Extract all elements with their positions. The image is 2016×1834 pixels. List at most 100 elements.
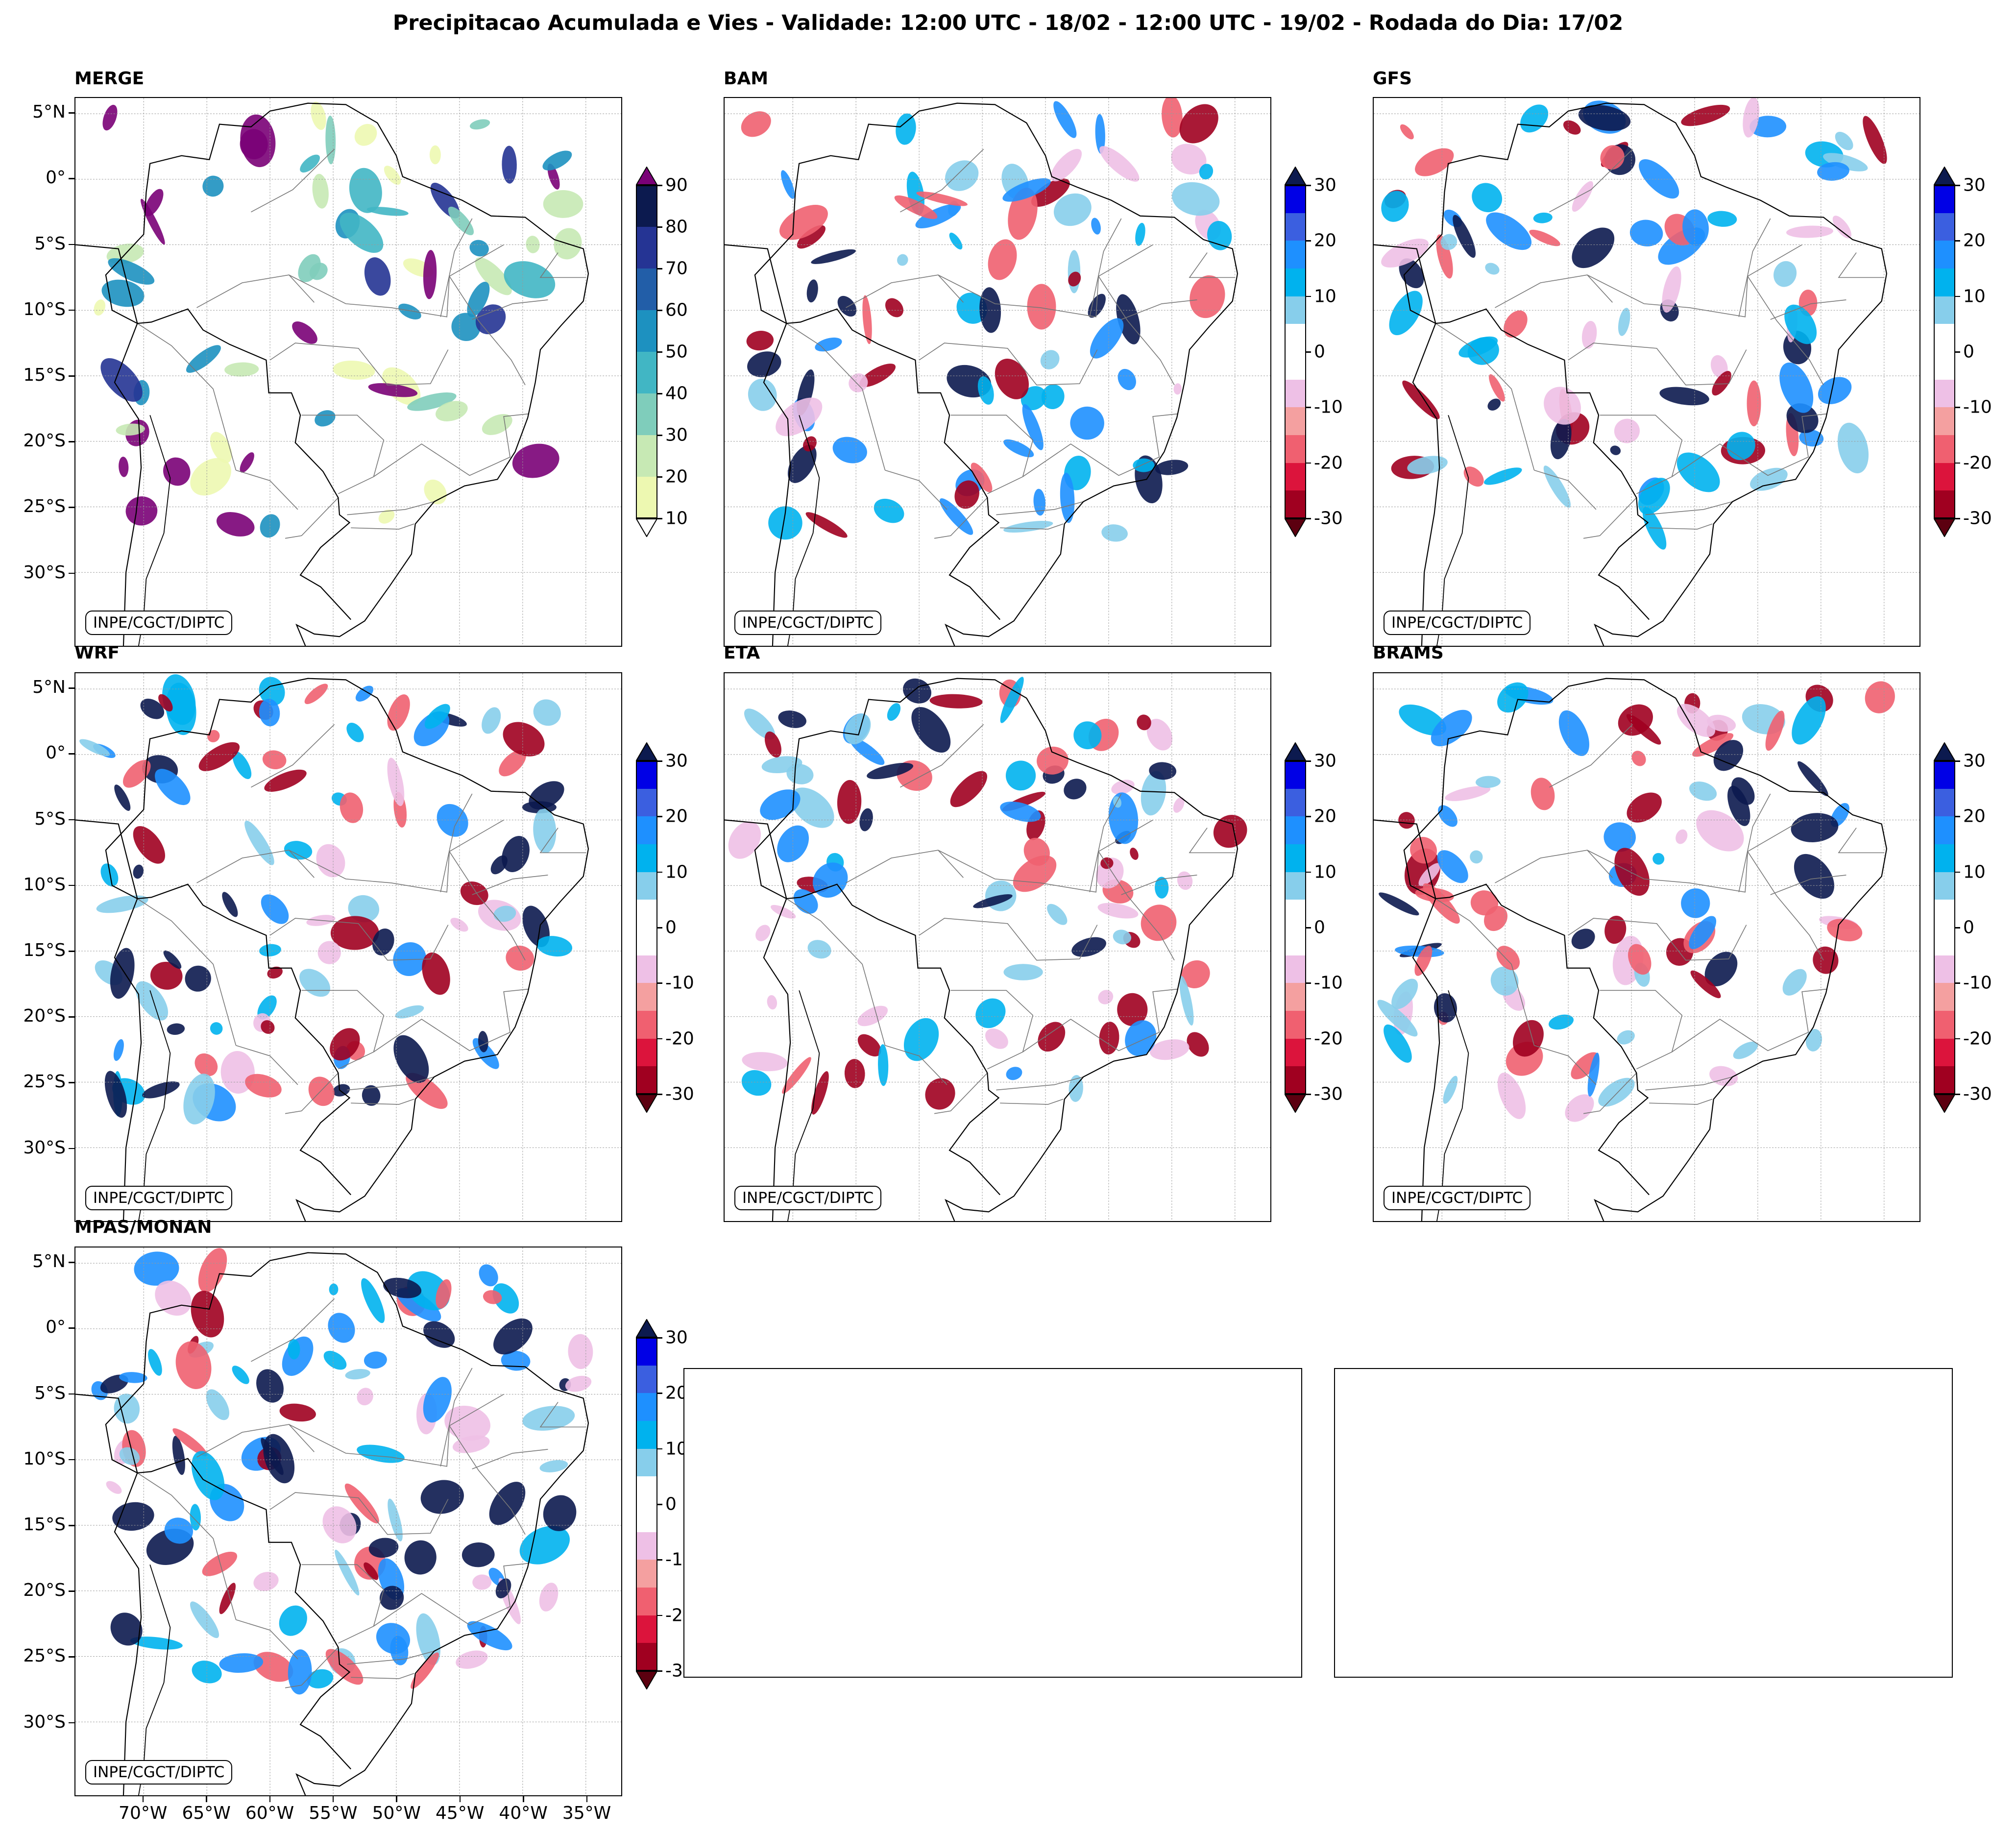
longitude-label: 60°W [245, 1803, 294, 1823]
precip-cell [1786, 225, 1834, 238]
state-border [137, 1472, 237, 1620]
precip-cell [292, 321, 317, 344]
precip-cell [1381, 238, 1429, 268]
state-border [846, 274, 964, 308]
graticule [1374, 673, 1919, 1221]
precip-cell [387, 694, 410, 731]
precip-cell [1475, 776, 1501, 788]
precip-cell [1638, 478, 1670, 514]
precip-cell [1689, 781, 1717, 801]
precip-cell [1022, 404, 1044, 450]
precip-cell [346, 723, 364, 742]
precip-cell [325, 1649, 364, 1685]
latitude-tick [69, 178, 74, 179]
colorbar-segment [1285, 463, 1306, 491]
precip-cell [1676, 452, 1720, 492]
state-border [919, 342, 1098, 386]
precip-cell [776, 397, 823, 437]
state-border [196, 1424, 315, 1458]
state-border [236, 1045, 298, 1085]
map-brams-canvas [1374, 673, 1919, 1221]
map-wrf: INPE/CGCT/DIPTC [74, 672, 622, 1222]
precip-cell [495, 1578, 511, 1599]
precip-cell [1544, 387, 1581, 425]
state-border [846, 850, 964, 883]
precip-cell [482, 414, 512, 435]
precip-cell [96, 895, 148, 913]
precip-cell [1733, 1041, 1758, 1059]
precip-cell [1571, 929, 1595, 950]
precip-cell [1496, 946, 1520, 971]
precip-cell [1587, 1052, 1600, 1097]
precip-cell [422, 952, 450, 995]
precip-cell [383, 1277, 422, 1298]
colorbar-tick [1306, 518, 1311, 519]
precip-cell [1603, 822, 1636, 852]
precip-cell [362, 1085, 381, 1106]
precip-cell [1172, 182, 1220, 216]
precip-cell [971, 463, 993, 492]
colorbar-tick [1955, 185, 1960, 186]
colorbar-bias-5: 30 20 10 0 -10 -20 -30 [1285, 742, 1343, 1113]
colorbar-tick [657, 476, 662, 478]
latitude-tick [69, 1262, 74, 1263]
panel-title-gfs: GFS [1373, 69, 1412, 89]
precip-cell [746, 330, 774, 351]
precip-cell [224, 362, 259, 377]
precip-cell [903, 678, 931, 704]
map-mpas-monan-canvas [75, 1247, 621, 1795]
colorbar-segment [1285, 1038, 1306, 1067]
colorbar-segment [1285, 352, 1306, 380]
state-border [1435, 898, 1535, 1046]
latitude-tick [69, 507, 74, 508]
precip-cell [357, 1444, 405, 1463]
precip-cell [1445, 786, 1491, 801]
precip-cell [1173, 797, 1185, 813]
precip-cell [539, 1460, 568, 1472]
coastline [1374, 819, 1440, 1221]
precip-cell [1489, 374, 1505, 402]
colorbar-segment [1285, 213, 1306, 241]
precip-cell [1604, 915, 1627, 944]
precip-cell [1453, 215, 1476, 258]
panel-title-merge: MERGE [74, 69, 145, 89]
precip-cell [404, 1540, 437, 1575]
precip-cell [1099, 146, 1140, 182]
latitude-label: 5°S [34, 233, 66, 254]
precip-cell [859, 808, 873, 831]
state-border [1838, 828, 1884, 854]
precip-cell [945, 160, 979, 191]
map-gfs: INPE/CGCT/DIPTC [1373, 97, 1920, 647]
colorbar-segment [1934, 844, 1955, 873]
precip-cell [1091, 218, 1101, 235]
precip-cell [522, 1406, 575, 1431]
precip-cell [502, 836, 530, 872]
precip-cell [1818, 377, 1852, 404]
precip-cell [222, 892, 238, 917]
precip-cell [1533, 212, 1553, 223]
colorbar-segment [1934, 1038, 1955, 1067]
precip-cell [1177, 871, 1193, 890]
precip-cell [1020, 386, 1047, 411]
precip-cell [312, 173, 329, 209]
precip-cell [311, 101, 326, 130]
precip-cell [219, 1583, 236, 1614]
longitude-tick [396, 1796, 397, 1802]
precip-cell [357, 1388, 373, 1406]
precip-cell [368, 1538, 399, 1558]
precip-cell [423, 1321, 455, 1348]
panel-title-brams: BRAMS [1373, 643, 1444, 663]
state-border [440, 218, 473, 317]
colorbar-segment [1934, 928, 1955, 956]
precip-cell [862, 295, 872, 344]
colorbar-outline [1934, 761, 1955, 1094]
colorbar-segment [1934, 241, 1955, 269]
precip-cell [113, 1039, 124, 1061]
colorbar-segment [1285, 844, 1306, 873]
precip-cell [1033, 489, 1046, 516]
precip-cell [1130, 848, 1139, 860]
precip-cell [114, 784, 131, 811]
colorbar-tick [1306, 871, 1311, 873]
state-border [137, 323, 237, 470]
precip-cell [348, 895, 380, 923]
